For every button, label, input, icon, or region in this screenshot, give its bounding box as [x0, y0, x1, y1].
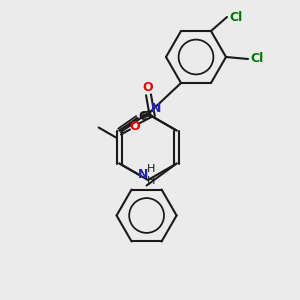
- Text: C: C: [138, 110, 147, 123]
- Text: O: O: [130, 120, 140, 133]
- Text: Cl: Cl: [230, 11, 243, 23]
- Text: O: O: [142, 81, 153, 94]
- Text: N: N: [138, 168, 149, 181]
- Text: H: H: [147, 164, 156, 173]
- Text: Cl: Cl: [250, 52, 264, 65]
- Text: N: N: [151, 102, 162, 116]
- Text: H: H: [147, 176, 156, 185]
